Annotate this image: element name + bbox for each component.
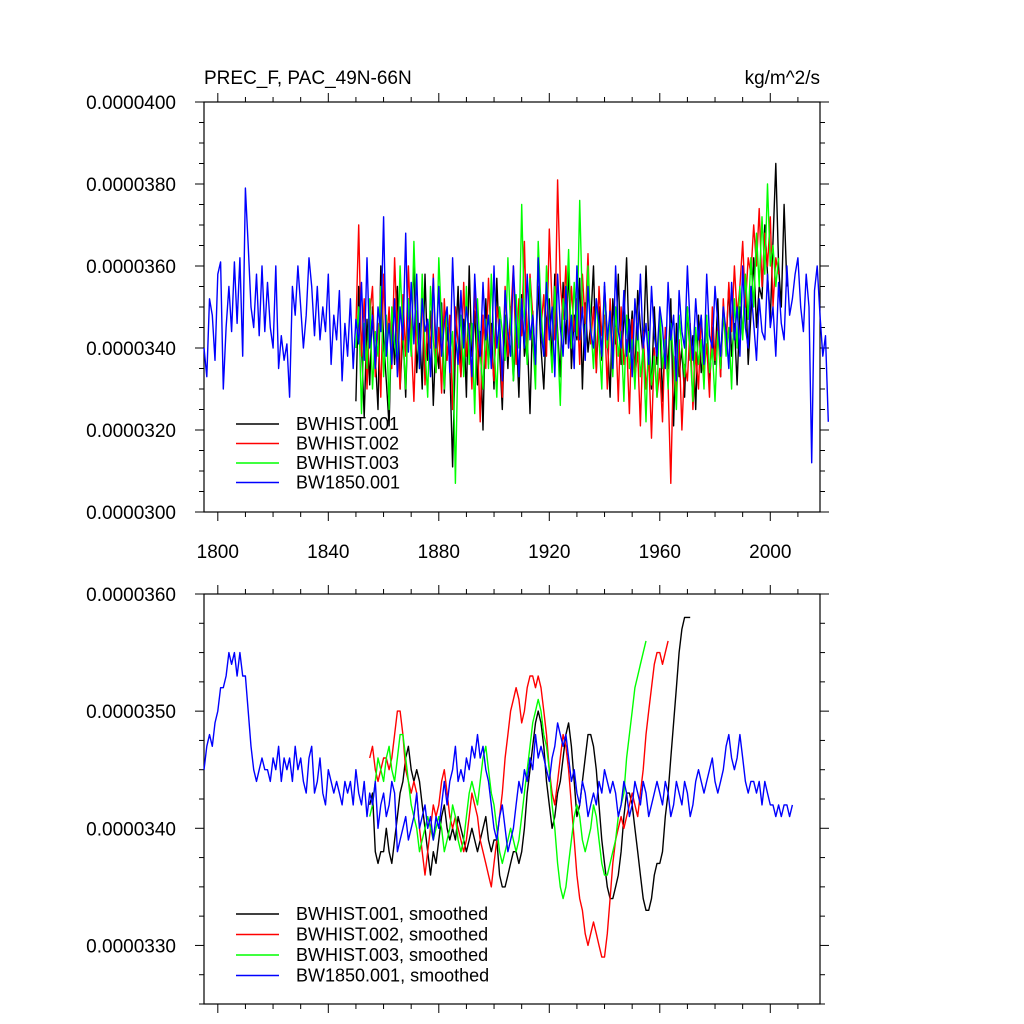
y-tick-label: 0.0000300 — [86, 503, 176, 524]
series-line — [369, 640, 647, 900]
series-line — [355, 162, 788, 468]
x-tick-label: 1880 — [418, 542, 460, 563]
bottom-panel: 0.0000330 0.0000340 0.0000350 0.0000360 BWHI… — [86, 585, 829, 1013]
chart-title: PREC_F, PAC_49N-66N — [204, 68, 412, 89]
legend-label: BW1850.001, smoothed — [296, 966, 489, 986]
x-tick-label: 1960 — [639, 542, 681, 563]
x-tick-label: 1840 — [307, 542, 349, 563]
y-tick-label: 0.0000340 — [86, 339, 176, 360]
y-tick-label: 0.0000350 — [86, 702, 176, 723]
y-tick-label: 0.0000340 — [86, 819, 176, 840]
x-tick-label: 1800 — [197, 542, 239, 563]
legend-label: BWHIST.002, smoothed — [296, 925, 488, 945]
y-tick-label: 0.0000400 — [86, 93, 176, 114]
legend-label: BWHIST.001, smoothed — [296, 904, 488, 924]
legend-label: BWHIST.003 — [296, 453, 399, 473]
legend-label: BWHIST.002 — [296, 434, 399, 454]
y-tick-label: 0.0000360 — [86, 257, 176, 278]
top-panel: PREC_F, PAC_49N-66N kg/m^2/s 1800 1840 188… — [86, 68, 829, 563]
series-line — [203, 651, 794, 853]
x-tick-label: 2000 — [749, 542, 791, 563]
series-line — [355, 183, 780, 484]
y-tick-label: 0.0000330 — [86, 936, 176, 957]
y-tick-label: 0.0000380 — [86, 175, 176, 196]
x-tick-label: 1920 — [528, 542, 570, 563]
legend-label: BWHIST.003, smoothed — [296, 945, 488, 965]
units-label: kg/m^2/s — [745, 68, 820, 89]
legend-label: BWHIST.001 — [296, 414, 399, 434]
y-tick-label: 0.0000360 — [86, 585, 176, 606]
legend-label: BW1850.001 — [296, 473, 400, 493]
series-line — [203, 187, 829, 464]
y-tick-label: 0.0000320 — [86, 421, 176, 442]
